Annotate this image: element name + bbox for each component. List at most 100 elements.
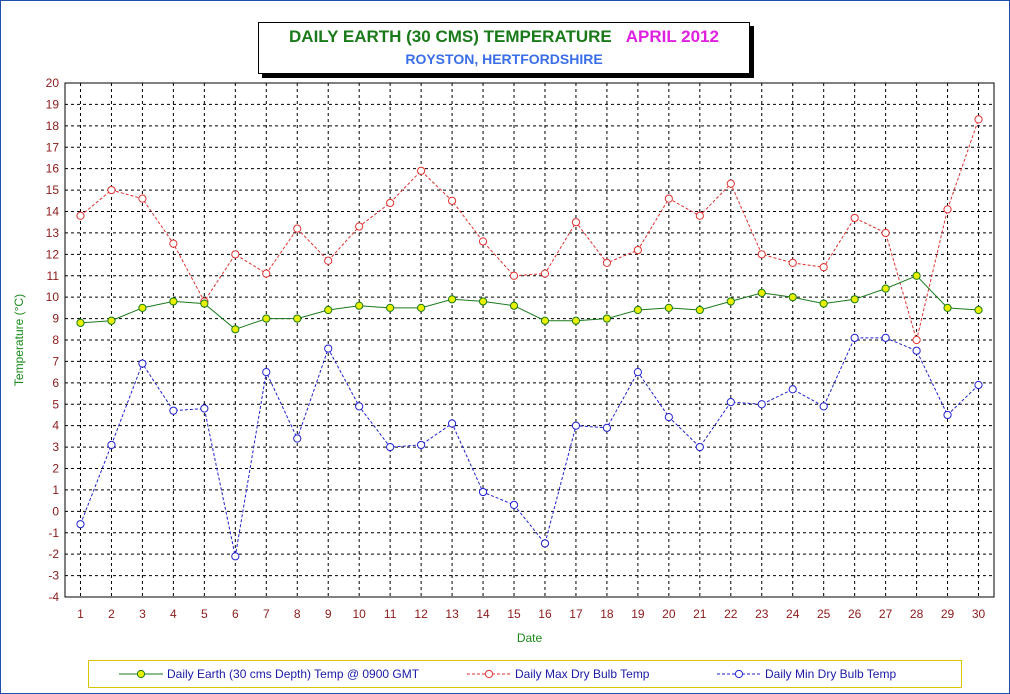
y-axis-label: Temperature (°C) [12,294,26,386]
data-point-earth [633,305,642,315]
data-point-earth [138,303,147,312]
data-point-max [540,269,550,278]
data-point-earth [386,303,395,312]
data-point-min [324,344,333,353]
data-point-earth [943,303,952,312]
x-tick-label: 16 [538,607,552,621]
legend-swatch-min [717,669,761,679]
data-point-max [355,222,364,231]
data-point-min [664,413,673,422]
data-point-earth [602,314,612,323]
data-point-max [757,250,766,259]
x-tick-label: 2 [108,607,115,621]
data-point-min [850,333,859,342]
data-point-earth [355,301,364,310]
data-point-earth [200,299,209,308]
y-tick-label: 6 [52,376,59,390]
data-point-earth [231,325,240,334]
data-point-min [726,398,735,407]
y-tick-label: 19 [46,97,60,111]
legend-item-min: Daily Min Dry Bulb Temp [717,661,896,687]
chart-title-month: APRIL 2012 [625,27,719,46]
data-point-earth [324,305,333,315]
data-point-earth [788,293,797,302]
data-point-min [231,552,240,561]
x-tick-label: 7 [263,607,270,621]
x-tick-label: 10 [353,607,367,621]
x-tick-label: 26 [848,607,862,621]
legend-label-min: Daily Min Dry Bulb Temp [765,667,897,681]
legend: Daily Earth (30 cms Depth) Temp @ 0900 G… [88,660,962,688]
data-point-earth [974,305,983,315]
data-point-earth [819,299,828,308]
data-point-earth [417,303,426,312]
data-point-min [262,368,271,377]
data-point-max [788,258,797,267]
y-tick-label: 17 [46,140,60,154]
y-tick-label: -3 [48,569,59,583]
chart-subtitle: ROYSTON, HERTFORDSHIRE [405,51,603,67]
data-point-min [943,410,952,420]
chart-title: DAILY EARTH (30 CMS) TEMPERATURE [289,27,612,46]
y-tick-label: 10 [46,290,60,304]
data-point-min [509,500,519,510]
data-point-min [200,404,209,413]
data-point-max [850,213,859,223]
data-point-min [757,400,766,409]
x-tick-label: 14 [476,607,490,621]
x-tick-label: 23 [755,607,769,621]
data-point-min [881,333,890,342]
legend-label-earth: Daily Earth (30 cms Depth) Temp @ 0900 G… [167,667,420,681]
y-tick-label: -4 [48,590,59,604]
data-point-min [386,442,395,452]
data-point-min [912,346,921,355]
data-point-min [478,487,488,497]
data-point-earth [107,316,116,325]
data-point-max [386,198,395,208]
x-tick-label: 24 [786,607,800,621]
data-point-earth [664,303,673,312]
data-point-max [447,196,457,205]
data-point-min [602,423,612,432]
y-tick-label: 5 [52,397,59,411]
title-line: DAILY EARTH (30 CMS) TEMPERATURE APRIL 20… [259,27,749,47]
y-tick-label: 4 [52,419,59,433]
x-tick-label: 6 [232,607,239,621]
data-point-max [231,250,240,259]
x-tick-label: 4 [170,607,177,621]
data-point-min [417,440,426,450]
y-tick-label: 15 [46,183,60,197]
x-axis-label: Date [517,631,543,645]
data-point-min [355,402,364,411]
legend-label-max: Daily Max Dry Bulb Temp [515,667,650,681]
data-point-max [912,335,921,345]
data-point-max [293,224,302,233]
y-tick-label: 2 [52,462,59,476]
y-tick-label: 0 [52,504,59,518]
data-point-min [169,406,178,415]
x-tick-label: 27 [879,607,893,621]
data-point-max [664,194,673,203]
data-point-max [974,115,983,124]
y-tick-label: 13 [46,226,60,240]
x-tick-label: 20 [662,607,676,621]
data-point-max [695,211,704,220]
x-tick-label: 28 [910,607,924,621]
data-point-max [262,269,271,278]
data-point-earth [262,314,271,323]
data-point-min [76,520,85,529]
data-point-max [478,237,488,246]
legend-swatch-max [467,669,511,679]
x-tick-label: 25 [817,607,831,621]
data-point-max [881,228,890,238]
data-point-min [107,440,116,450]
data-point-earth [169,297,178,306]
legend-swatch-earth [119,669,163,679]
y-tick-label: 16 [46,162,60,176]
series-line-min [80,337,979,557]
data-point-min [788,385,797,394]
y-tick-label: -1 [48,526,59,540]
data-point-min [540,539,550,548]
series-line-max [80,119,979,342]
